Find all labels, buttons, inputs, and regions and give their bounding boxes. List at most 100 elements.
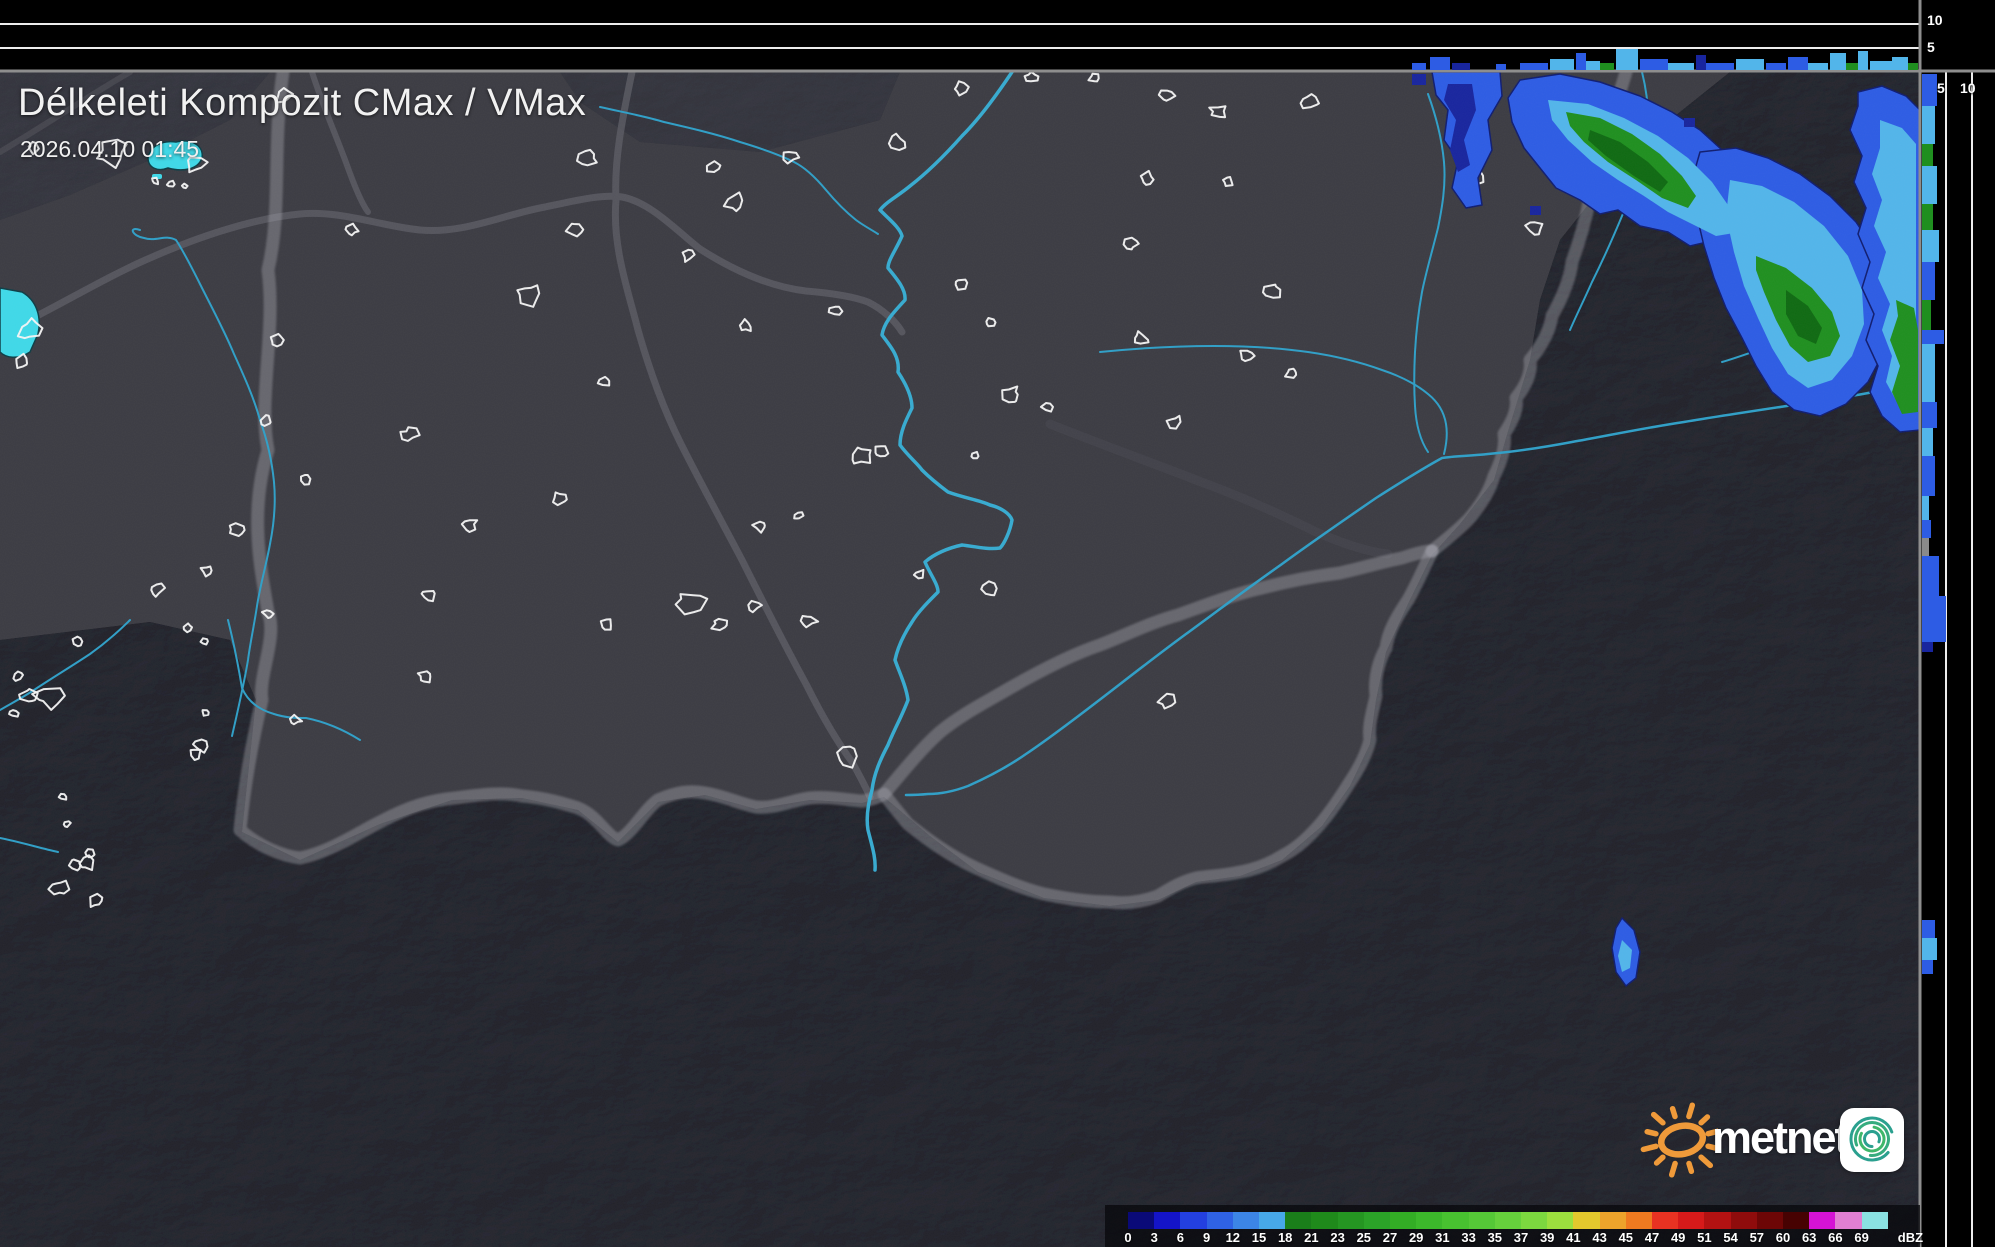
dbz-tick-label: 29 [1408,1230,1424,1245]
echo-side-bar [1922,920,1935,938]
top-height-panel [0,0,1995,71]
echo-top-bar [1870,61,1892,70]
echo-side-projection [1922,74,1946,974]
echo-side-bar [1922,642,1933,652]
dbz-tick-label: 63 [1801,1230,1817,1245]
right-axis-tick-10: 10 [1960,80,1976,96]
dbz-swatch [1259,1212,1286,1229]
dbz-swatch [1521,1212,1548,1229]
dbz-swatch [1809,1212,1836,1229]
dbz-swatch [1756,1212,1784,1229]
echo-side-bar [1922,166,1937,204]
echo-side-bar [1922,344,1935,402]
dbz-swatch [1390,1212,1417,1229]
dbz-tick-label: 21 [1304,1230,1319,1245]
echo-top-bar [1668,63,1694,70]
dbz-tick-label: 39 [1539,1230,1555,1245]
dbz-tick-label: 49 [1670,1230,1686,1245]
dbz-swatch [1678,1212,1705,1229]
dbz-tick-label: 51 [1697,1230,1712,1245]
dbz-swatch [1337,1212,1365,1229]
echo-top-bar [1706,63,1734,70]
dbz-tick-label: 12 [1225,1230,1241,1245]
echo-top-bar [1696,55,1706,70]
echo-top-bar [1550,59,1574,70]
dbz-tick-label: 27 [1382,1230,1398,1245]
echo-top-bar [1640,59,1668,70]
echo-side-bar [1922,496,1929,520]
dbz-tick-label: 23 [1330,1230,1345,1245]
dbz-tick-label: 35 [1487,1230,1503,1245]
echo-top-bar [1808,63,1828,70]
echo-top-projection [1412,49,1918,70]
echo-side-bar [1922,144,1933,166]
dbz-swatch [1311,1212,1339,1229]
echo-top-bar [1908,63,1918,70]
echo-top-bar [1600,63,1614,70]
dbz-swatch [1704,1212,1732,1229]
metnet-app-icon [1840,1108,1904,1172]
echo-top-bar [1430,57,1450,70]
dbz-swatch [1783,1212,1810,1229]
dbz-colorbar: dBZ 0 3 6 9 12 15 18 21 23 25 27 29 31 33 35 37 39 41 43 45… [1105,1205,1924,1247]
echo-side-bar [1922,428,1933,456]
echo-side-bar [1922,938,1937,960]
dbz-swatch [1442,1212,1470,1229]
dbz-tick-label: 0 [1124,1230,1132,1245]
dbz-tick-label: 3 [1150,1230,1158,1245]
dbz-tick-label: 47 [1644,1230,1660,1245]
echo-side-bar [1922,106,1935,144]
echo-top-bar [1576,53,1586,70]
dbz-unit-label: dBZ [1897,1230,1924,1245]
dbz-swatch [1835,1212,1863,1229]
dbz-swatch [1232,1212,1260,1229]
dbz-tick-label: 9 [1202,1230,1211,1245]
top-axis-tick-10: 10 [1927,12,1943,28]
dbz-tick-label: 45 [1618,1230,1634,1245]
echo-side-bar [1922,596,1946,642]
echo-top-bar [1616,49,1638,70]
dbz-swatch [1861,1212,1889,1229]
dbz-swatch [1154,1212,1181,1229]
echo-top-bar [1766,63,1786,70]
dbz-swatch [1652,1212,1679,1229]
echo-top-bar [1452,63,1470,70]
dbz-swatch [1730,1212,1758,1229]
echo-top-bar [1788,57,1808,70]
echo-side-bar [1922,262,1935,300]
dbz-tick-label: 15 [1251,1230,1267,1245]
dbz-tick-label: 60 [1775,1230,1791,1245]
echo-side-bar [1922,402,1937,428]
echo-side-bar [1922,74,1937,106]
echo-top-bar [1736,59,1764,70]
dbz-swatch [1363,1212,1391,1229]
dbz-swatch [1206,1212,1234,1229]
dbz-swatch [1494,1212,1522,1229]
echo-side-bar [1922,556,1939,596]
echo-side-bar [1922,538,1929,556]
dbz-tick-label: 6 [1176,1230,1185,1245]
map-area [0,72,1920,1247]
echo-top-bar [1892,57,1908,70]
dbz-swatch [1547,1212,1574,1229]
echo-side-bar [1922,330,1944,344]
dbz-tick-label: 33 [1461,1230,1476,1245]
dbz-tick-label: 54 [1723,1230,1738,1245]
timestamp: 2026.04.10 01:45 [20,136,200,162]
echo-top-bar [1412,63,1426,70]
dbz-tick-label: 18 [1277,1230,1293,1245]
echo-side-bar [1922,204,1933,230]
echo-side-bar [1922,960,1933,974]
dbz-swatch [1180,1212,1208,1229]
dbz-tick-label: 43 [1592,1230,1607,1245]
dbz-tick-label: 69 [1854,1230,1869,1245]
dbz-tick-label: 31 [1435,1230,1450,1245]
dbz-tick-label: 25 [1356,1230,1372,1245]
dbz-swatch [1625,1212,1653,1229]
dbz-swatch [1573,1212,1601,1229]
metnet-logo: metnet [1638,1092,1914,1182]
echo-top-bar [1846,63,1858,70]
